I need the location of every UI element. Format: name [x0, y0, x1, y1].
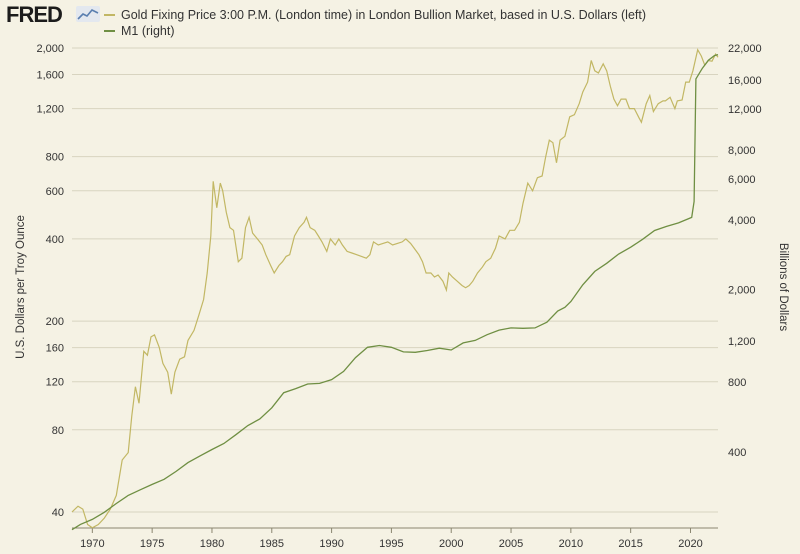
y-right-tick-label: 16,000	[728, 75, 762, 87]
x-tick-label: 2020	[678, 538, 702, 550]
x-axis: 1970 1975 1980 1985 1990 1995 2000 2005 2010 2015…	[72, 527, 718, 550]
x-tick-label: 1980	[200, 538, 224, 550]
x-tick-label: 1975	[140, 538, 164, 550]
y-right-tick-label: 8,000	[728, 145, 756, 157]
y-right-tick-label: 2,000	[728, 285, 756, 297]
x-tick-label: 1995	[379, 538, 403, 550]
x-tick-label: 1970	[80, 538, 104, 550]
legend-label-gold: Gold Fixing Price 3:00 P.M. (London time…	[121, 8, 647, 22]
x-tick-label: 2015	[618, 538, 642, 550]
y-left-tick-label: 120	[46, 377, 64, 389]
y-left-tick-label: 1,200	[36, 104, 64, 116]
series-line-gold	[71, 48, 719, 529]
y-left-tick-label: 800	[46, 152, 64, 164]
y-right-tick-label: 22,000	[728, 43, 762, 55]
legend-item-m1[interactable]: M1 (right)	[104, 23, 174, 39]
grid-lines	[72, 47, 718, 513]
y-axis-left-title: U.S. Dollars per Troy Ounce	[15, 215, 27, 359]
legend-swatch-gold	[104, 14, 115, 16]
y-left-tick-label: 400	[46, 234, 64, 246]
y-left-tick-label: 200	[46, 316, 64, 328]
y-right-tick-label: 4,000	[728, 215, 756, 227]
series-line-m1	[71, 53, 719, 531]
y-axis-right: 400 800 1,200 2,000 4,000 6,000 8,000 12,000 16,…	[728, 43, 762, 459]
y-axis-right-title: Billions of Dollars	[777, 243, 789, 331]
y-left-tick-label: 2,000	[36, 43, 64, 55]
y-right-tick-label: 1,200	[728, 336, 756, 348]
y-right-tick-label: 800	[728, 377, 746, 389]
y-left-tick-label: 160	[46, 343, 64, 355]
fred-chart-logo-icon	[76, 6, 100, 22]
y-right-tick-label: 12,000	[728, 104, 762, 116]
x-tick-label: 1990	[319, 538, 343, 550]
x-tick-label: 1985	[260, 538, 284, 550]
y-left-tick-label: 600	[46, 186, 64, 198]
x-tick-label: 2005	[499, 538, 523, 550]
legend-label-m1: M1 (right)	[121, 24, 175, 38]
x-tick-label: 2010	[559, 538, 583, 550]
y-left-tick-label: 80	[52, 425, 64, 437]
y-right-tick-label: 400	[728, 447, 746, 459]
x-tick-label: 2000	[439, 538, 463, 550]
legend-swatch-m1	[104, 30, 115, 32]
fred-logo: FRED	[6, 2, 63, 27]
legend-item-gold[interactable]: Gold Fixing Price 3:00 P.M. (London time…	[104, 7, 646, 23]
y-left-tick-label: 1,600	[36, 69, 64, 81]
y-left-tick-label: 40	[52, 507, 64, 519]
y-axis-left: 40 80 120 160 200 400 600 800 1,200 1,600 2,000	[36, 43, 64, 519]
y-right-tick-label: 6,000	[728, 174, 756, 186]
